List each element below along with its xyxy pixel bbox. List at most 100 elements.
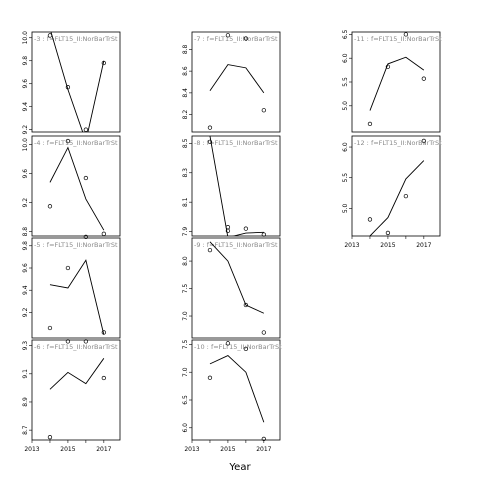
series-line <box>209 355 265 423</box>
data-point <box>65 265 71 271</box>
panel: 5.0 5.5 6.0 6.5 -11 : f=FLT15_II:NorBarTrSt <box>342 29 442 133</box>
y-tick-label: 8.6 <box>182 66 189 76</box>
panel-frame <box>191 339 281 441</box>
panel-title: -3 : f=FLT15_II:NorBarTrSt <box>34 35 118 43</box>
y-tick-label: 8.7 <box>22 425 29 435</box>
x-tick-label: 2017 <box>256 446 271 453</box>
series-line <box>49 259 105 335</box>
data-point <box>367 121 373 127</box>
data-point <box>83 127 89 132</box>
y-tick-label: 5.5 <box>342 173 349 183</box>
panel-frame <box>351 135 441 237</box>
panel-frame <box>191 237 281 339</box>
y-tick-label: 6.0 <box>342 142 349 152</box>
data-point <box>403 193 409 199</box>
panel-title: -10 : f=FLT15_II:NorBarTrSt <box>194 343 282 351</box>
panel: 9.2 9.4 9.6 9.8 -5 : f=FLT15_II:NorBarTrSt <box>22 234 121 339</box>
y-tick-label: 9.2 <box>22 198 29 208</box>
panel-title: -6 : f=FLT15_II:NorBarTrSt <box>34 343 118 351</box>
y-tick-label: 9.4 <box>22 285 29 295</box>
x-tick-label: 2017 <box>96 446 111 453</box>
data-point <box>261 108 266 113</box>
data-point <box>47 204 53 209</box>
y-tick-label: 6.5 <box>342 29 349 39</box>
y-tick-label: 8.0 <box>182 256 189 266</box>
data-point <box>101 60 106 66</box>
y-tick-label: 7.5 <box>182 284 189 294</box>
x-tick-label: 2013 <box>344 242 359 249</box>
y-tick-label: 9.1 <box>22 369 29 379</box>
panel-frame <box>31 237 121 339</box>
panel: 9.2 9.4 9.6 9.8 10.0 -3 : f=FLT15_II:NorBarTr… <box>22 31 121 135</box>
data-point <box>261 232 266 237</box>
panel: 7.0 7.5 8.0 -9 : f=FLT15_II:NorBarTrSt <box>182 228 281 339</box>
y-tick-label: 6.5 <box>182 395 189 405</box>
series-line <box>49 358 105 390</box>
data-point <box>225 225 231 230</box>
data-point <box>421 138 426 144</box>
data-point <box>65 339 71 344</box>
data-point <box>83 175 89 181</box>
panel-title: -7 : f=FLT15_II:NorBarTrSt <box>194 35 278 43</box>
x-axis-label: Year <box>228 462 251 473</box>
data-point <box>385 230 391 236</box>
y-tick-label: 7.5 <box>182 339 189 349</box>
y-tick-label: 5.5 <box>342 77 349 87</box>
data-point <box>47 325 53 331</box>
data-point <box>47 435 53 440</box>
y-tick-label: 7.0 <box>182 311 189 321</box>
y-tick-label: 8.1 <box>182 197 189 207</box>
panel-frame <box>191 31 281 133</box>
y-tick-label: 8.5 <box>182 138 189 148</box>
panel: 5.0 5.5 6.0 2013 2015 2017 -12 : f=FLT15_II:No… <box>342 135 442 249</box>
y-tick-label: 9.8 <box>22 241 29 251</box>
y-tick-label: 9.2 <box>22 125 29 135</box>
y-tick-label: 9.4 <box>22 102 29 112</box>
y-tick-label: 10.0 <box>22 31 29 45</box>
y-tick-label: 9.3 <box>22 341 29 351</box>
data-point <box>47 33 53 38</box>
y-tick-label: 8.9 <box>22 397 29 407</box>
data-point <box>101 231 106 236</box>
x-tick-label: 2015 <box>220 446 235 453</box>
panel: 6.0 6.5 7.0 7.5 2013 2015 2017 -10 : f=FLT15_II… <box>182 339 282 453</box>
data-point <box>207 139 213 145</box>
panel-title: -9 : f=FLT15_II:NorBarTrSt <box>194 241 278 249</box>
x-tick-label: 2013 <box>184 446 199 453</box>
series-line <box>369 160 425 236</box>
data-point <box>367 217 373 222</box>
y-tick-label: 8.8 <box>182 44 189 54</box>
y-tick-label: 10.0 <box>22 138 29 152</box>
data-point <box>243 346 249 352</box>
y-tick-label: 9.6 <box>22 169 29 179</box>
panel-frame <box>31 31 121 133</box>
data-point <box>207 375 213 380</box>
series-line <box>50 32 105 132</box>
y-tick-label: 7.0 <box>182 367 189 377</box>
y-tick-label: 9.2 <box>22 307 29 317</box>
y-tick-label: 5.0 <box>342 203 349 213</box>
panel: 7.9 8.1 8.3 8.5 -8 : f=FLT15_II:NorBarTrSt <box>182 135 281 237</box>
panel-frame <box>31 339 121 441</box>
data-point <box>225 341 231 346</box>
y-tick-label: 6.0 <box>182 423 189 433</box>
panel-frame <box>31 135 121 237</box>
data-point <box>225 228 231 234</box>
series-line <box>209 64 265 94</box>
panel: 8.7 8.9 9.1 9.3 2013 2015 2017 -6 : f=FLT15_II:… <box>22 339 121 453</box>
series-line <box>209 136 264 236</box>
y-tick-label: 8.4 <box>182 88 189 98</box>
x-tick-label: 2017 <box>416 242 431 249</box>
x-tick-label: 2013 <box>24 446 39 453</box>
data-point <box>207 247 213 253</box>
data-point <box>385 64 391 69</box>
data-point <box>261 436 266 442</box>
y-tick-label: 9.6 <box>22 79 29 89</box>
panel-title: -11 : f=FLT15_II:NorBarTrSt <box>354 35 442 43</box>
y-tick-label: 8.8 <box>22 227 29 237</box>
data-point <box>243 302 249 308</box>
data-point <box>243 226 249 231</box>
y-tick-label: 6.0 <box>342 53 349 63</box>
